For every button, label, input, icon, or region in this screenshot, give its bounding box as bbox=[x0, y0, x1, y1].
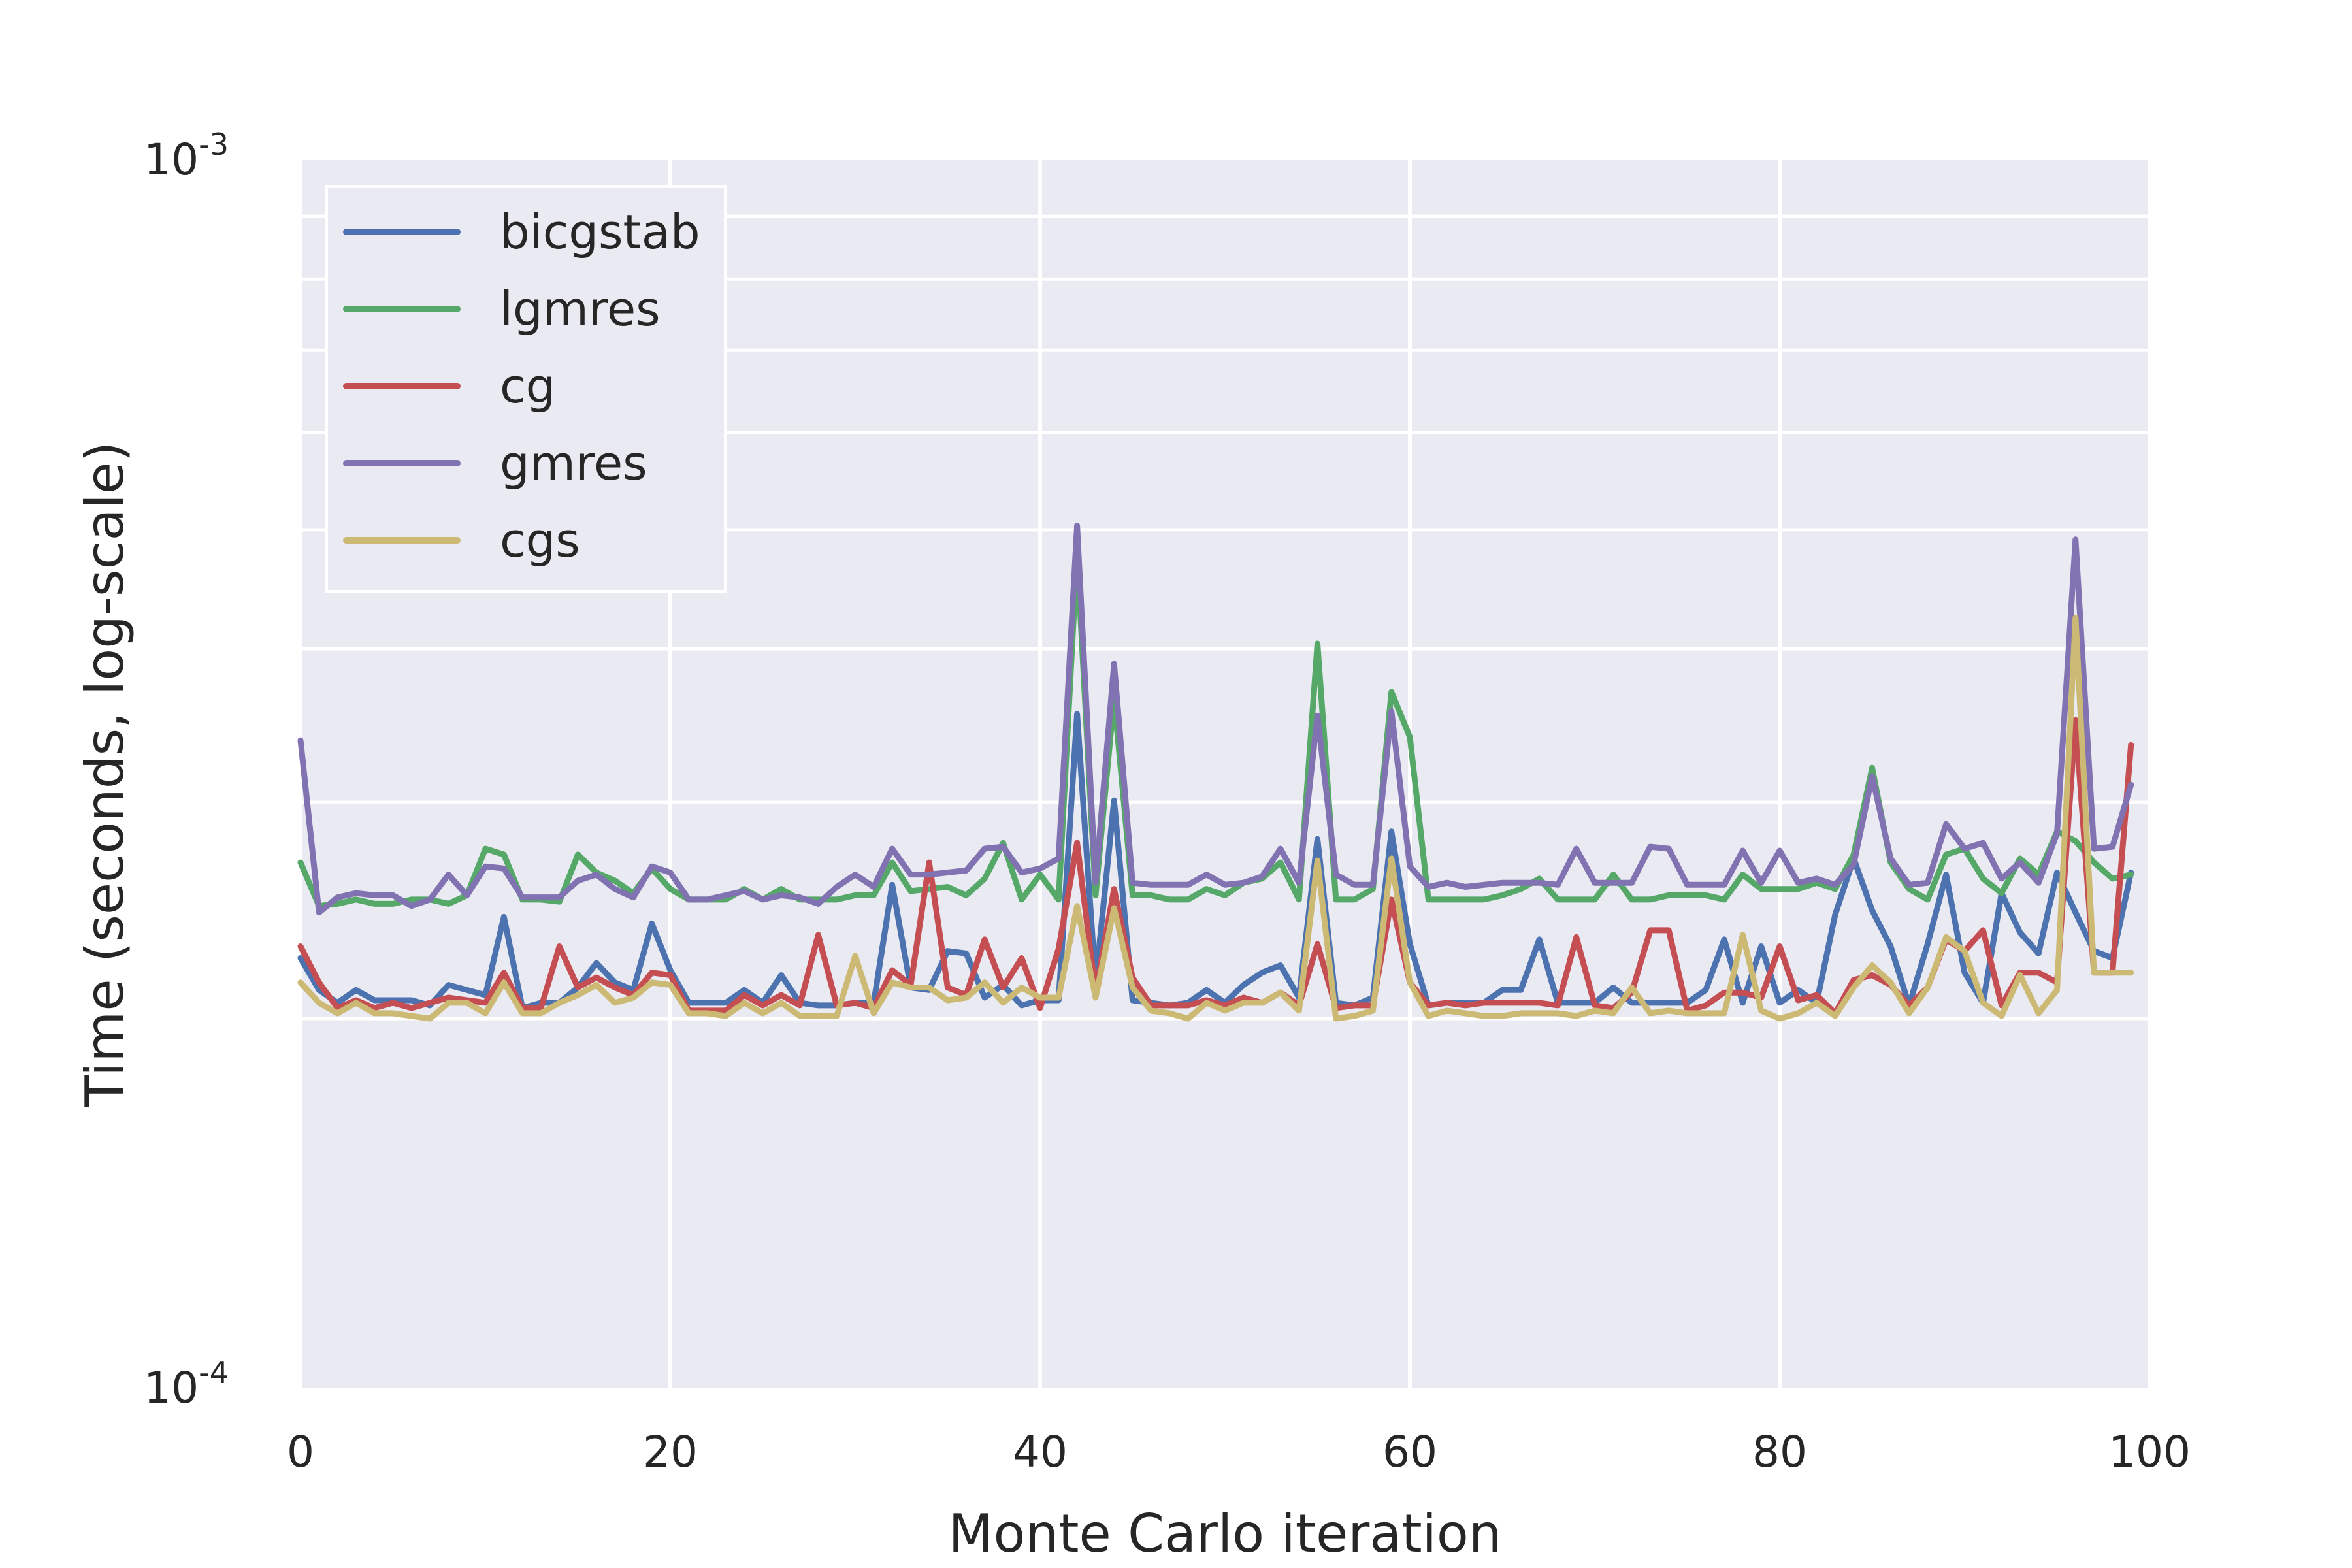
x-tick-label: 80 bbox=[1752, 1427, 1807, 1477]
y-axis-label: Time (seconds, log-scale) bbox=[74, 442, 135, 1107]
legend: bicgstab lgmres cg gmres cgs bbox=[325, 185, 727, 593]
x-axis-label: Monte Carlo iteration bbox=[948, 1503, 1501, 1564]
legend-label-lgmres: lgmres bbox=[500, 282, 661, 336]
legend-label-bicgstab: bicgstab bbox=[500, 204, 700, 259]
grid-lines bbox=[299, 160, 2151, 1388]
legend-label-gmres: gmres bbox=[500, 436, 647, 491]
series-line-bicgstab bbox=[297, 711, 2134, 1011]
legend-label-cg: cg bbox=[500, 359, 555, 414]
legend-label-cgs: cgs bbox=[500, 513, 580, 568]
series-line-cgs bbox=[297, 615, 2134, 1022]
series-line-gmres bbox=[297, 522, 2134, 916]
x-tick-label: 0 bbox=[287, 1427, 314, 1477]
x-tick-label: 40 bbox=[1013, 1427, 1068, 1477]
x-axis-ticks: 0 20 40 60 80 100 bbox=[287, 1427, 2191, 1477]
y-axis-ticks: 10-4 10-3 bbox=[144, 127, 229, 1413]
series-lines bbox=[297, 522, 2134, 1022]
y-tick-label: 10-4 bbox=[144, 1355, 229, 1413]
y-tick-label: 10-3 bbox=[144, 127, 229, 185]
x-tick-label: 100 bbox=[2108, 1427, 2191, 1477]
series-line-lgmres bbox=[297, 551, 2134, 909]
x-tick-label: 20 bbox=[643, 1427, 698, 1477]
series-line-cg bbox=[297, 717, 2134, 1017]
x-tick-label: 60 bbox=[1382, 1427, 1437, 1477]
